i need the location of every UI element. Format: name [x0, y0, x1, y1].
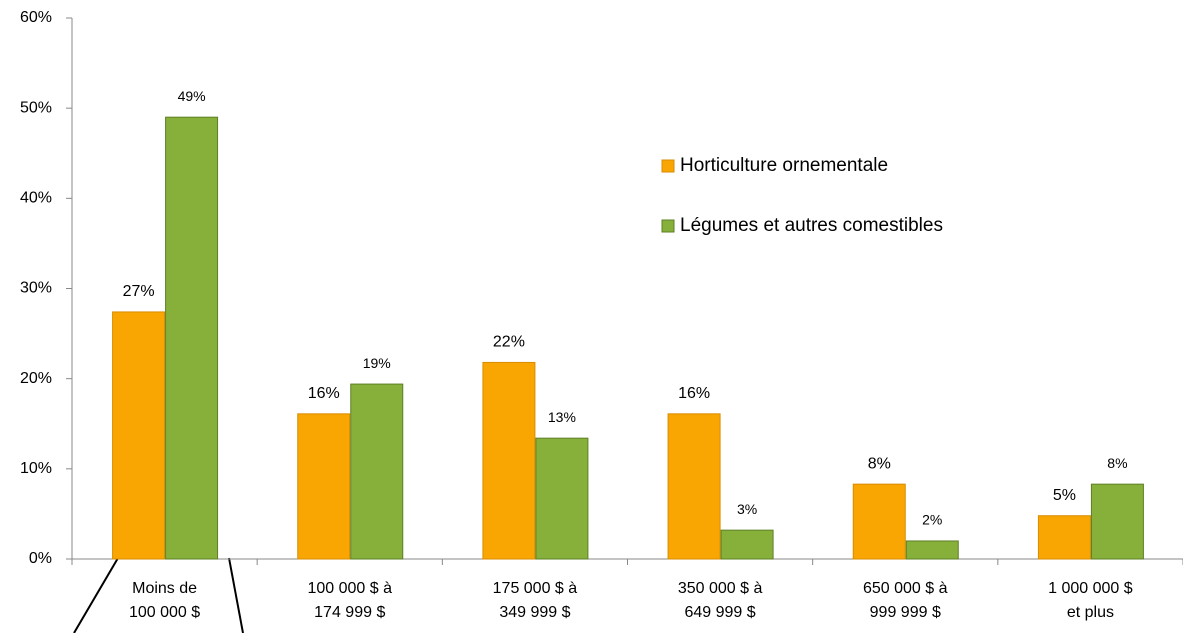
x-tick-label-line: 174 999 $	[314, 604, 385, 621]
x-tick-label-line: 349 999 $	[499, 604, 570, 621]
x-tick-label: 100 000 $ à 174 999 $	[307, 580, 392, 621]
callout-line	[228, 557, 244, 633]
x-tick-label-line: et plus	[1067, 604, 1114, 621]
callout-line	[73, 557, 119, 633]
x-tick-label-line: 100 000 $ à	[307, 580, 392, 597]
bar	[905, 540, 959, 560]
data-label: 13%	[548, 409, 576, 425]
y-tick-label: 30%	[20, 280, 52, 297]
x-tick-label: 1 000 000 $ et plus	[1048, 580, 1133, 621]
bar	[852, 483, 906, 560]
data-label: 3%	[737, 501, 757, 517]
legend-label: Horticulture ornementale	[680, 155, 888, 176]
bar	[297, 413, 351, 560]
data-label: 49%	[178, 88, 206, 104]
y-tick-label: 50%	[20, 99, 52, 116]
x-tick-label-line: 350 000 $ à	[678, 580, 763, 597]
bar	[1090, 483, 1144, 560]
x-tick-label-line: Moins de	[132, 580, 197, 597]
y-tick-label: 40%	[20, 190, 52, 207]
data-label: 16%	[308, 385, 340, 402]
data-label: 27%	[123, 283, 155, 300]
data-label: 5%	[1053, 487, 1076, 504]
y-tick-label: 60%	[20, 9, 52, 26]
bar	[1037, 515, 1091, 560]
bar	[350, 383, 404, 560]
legend-label: Légumes et autres comestibles	[680, 215, 943, 236]
data-label: 2%	[922, 512, 942, 528]
legend-swatch	[661, 159, 675, 173]
x-tick-label: 175 000 $ à 349 999 $	[493, 580, 578, 621]
x-tick-label-line: 999 999 $	[870, 604, 941, 621]
x-tick-label: 650 000 $ à 999 999 $	[863, 580, 948, 621]
x-tick-label: Moins de 100 000 $	[129, 580, 200, 621]
x-tick-label-line: 1 000 000 $	[1048, 580, 1133, 597]
bar	[720, 529, 774, 560]
x-tick-label-line: 100 000 $	[129, 604, 200, 621]
bar	[667, 413, 721, 560]
y-tick-label: 0%	[29, 550, 52, 567]
x-tick-label-line: 649 999 $	[684, 604, 755, 621]
x-tick-label: 350 000 $ à 649 999 $	[678, 580, 763, 621]
data-label: 22%	[493, 334, 525, 351]
x-tick-label-line: 650 000 $ à	[863, 580, 948, 597]
data-label: 19%	[363, 355, 391, 371]
y-tick-label: 20%	[20, 370, 52, 387]
data-label: 8%	[1107, 455, 1127, 471]
legend-swatch	[661, 219, 675, 233]
bar	[112, 311, 166, 560]
x-tick-label-line: 175 000 $ à	[493, 580, 578, 597]
bar	[482, 361, 536, 560]
bar	[165, 116, 219, 560]
bar	[535, 437, 589, 560]
data-label: 8%	[868, 455, 891, 472]
y-tick-label: 10%	[20, 460, 52, 477]
data-label: 16%	[678, 385, 710, 402]
